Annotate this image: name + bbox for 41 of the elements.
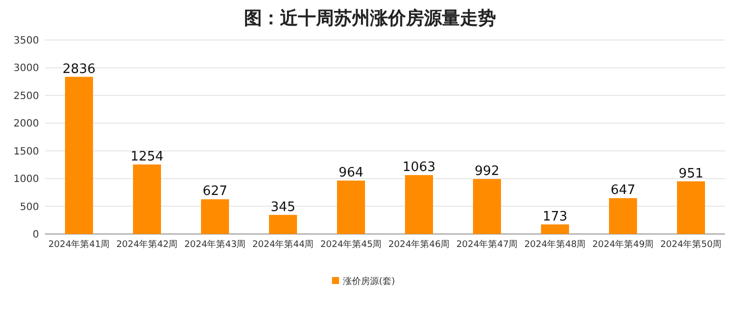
x-tick-label: 2024年第42周: [116, 239, 178, 250]
data-label: 345: [270, 200, 296, 215]
bar: [269, 214, 297, 234]
x-tick-label: 2024年第47周: [456, 239, 518, 250]
bar: [201, 199, 229, 234]
data-label: 951: [678, 166, 704, 182]
bar: [133, 164, 161, 234]
x-tick-label: 2024年第41周: [48, 239, 110, 250]
x-tick-label: 2024年第49周: [592, 239, 654, 250]
data-label: 2836: [62, 62, 96, 77]
bar: [473, 179, 501, 234]
y-tick-label: 2000: [14, 118, 39, 130]
bar: [405, 175, 433, 234]
bar: [541, 224, 569, 234]
y-tick-label: 3500: [14, 36, 39, 46]
data-label: 964: [338, 166, 364, 181]
bar: [609, 198, 637, 234]
y-tick-label: 2500: [14, 90, 39, 102]
legend-label: 涨价房源(套): [343, 276, 396, 287]
x-tick-label: 2024年第45周: [320, 239, 382, 250]
chart-title: 图：近十周苏州涨价房源量走势: [244, 8, 496, 29]
legend: 涨价房源(套): [332, 277, 396, 287]
data-label: 647: [610, 183, 636, 198]
x-tick-label: 2024年第48周: [524, 239, 586, 250]
y-tick-label: 1500: [14, 146, 39, 158]
data-label: 627: [202, 184, 228, 200]
bar: [337, 180, 365, 234]
y-tick-label: 3000: [14, 63, 39, 74]
y-tick-label: 0: [32, 230, 39, 240]
x-tick-label: 2024年第43周: [184, 239, 246, 250]
bar: [677, 181, 705, 234]
x-tick-label: 2024年第44周: [252, 239, 314, 250]
x-tick-label: 2024年第46周: [388, 239, 450, 250]
y-tick-label: 1000: [14, 174, 39, 186]
x-tick-label: 2024年第50周: [660, 239, 722, 250]
data-label: 992: [474, 164, 500, 180]
data-label: 173: [542, 209, 568, 224]
data-label: 1063: [402, 160, 436, 176]
y-tick-label: 500: [20, 202, 39, 213]
data-label: 1254: [130, 149, 164, 164]
bar: [65, 76, 93, 234]
